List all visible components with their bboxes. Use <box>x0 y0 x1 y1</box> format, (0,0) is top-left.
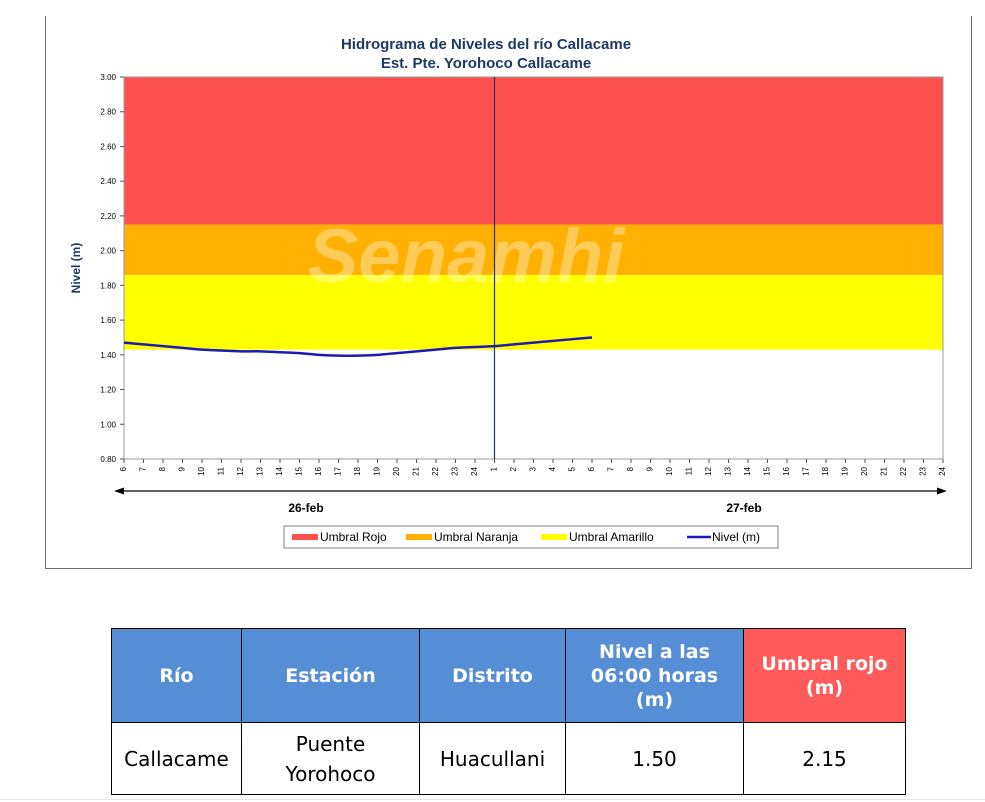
header-estacion: Estación <box>241 628 420 723</box>
x-tick-label-33: 15 <box>763 466 772 475</box>
x-tick-label-28: 10 <box>665 466 674 475</box>
x-tick-label-0: 6 <box>119 466 128 471</box>
y-tick-label-10: 2.80 <box>100 108 116 117</box>
y-axis-label: Nivel (m) <box>69 243 83 294</box>
cell-distrito: Huacullani <box>419 722 566 795</box>
threshold-band-2 <box>124 274 943 350</box>
x-tick-label-16: 22 <box>431 466 440 475</box>
table-header-row: Río Estación Distrito Nivel a las 06:00 … <box>111 628 906 723</box>
x-tick-label-9: 15 <box>295 466 304 475</box>
x-tick-label-31: 13 <box>724 466 733 475</box>
y-tick-label-8: 2.40 <box>100 177 116 186</box>
x-tick-label-36: 18 <box>821 466 830 475</box>
x-tick-label-1: 7 <box>139 466 148 471</box>
header-nivel: Nivel a las 06:00 horas (m) <box>565 628 744 723</box>
x-tick-label-18: 24 <box>470 466 479 475</box>
x-tick-label-21: 3 <box>529 466 538 471</box>
x-tick-label-12: 18 <box>353 466 362 475</box>
x-tick-label-37: 19 <box>841 466 850 475</box>
x-tick-label-17: 23 <box>451 466 460 475</box>
x-tick-label-29: 11 <box>685 466 694 475</box>
x-tick-label-40: 22 <box>899 466 908 475</box>
x-tick-label-20: 2 <box>509 466 518 471</box>
page-divider <box>0 799 985 800</box>
x-tick-label-19: 1 <box>490 466 499 471</box>
x-tick-label-25: 7 <box>607 466 616 471</box>
y-tick-label-11: 3.00 <box>100 73 116 82</box>
x-tick-label-14: 20 <box>392 466 401 475</box>
y-tick-label-0: 0.80 <box>100 455 116 464</box>
y-tick-label-5: 1.80 <box>100 281 116 290</box>
legend-label-0: Umbral Rojo <box>320 530 387 544</box>
threshold-band-1 <box>124 224 943 275</box>
x-tick-label-39: 21 <box>880 466 889 475</box>
station-level-table: Río Estación Distrito Nivel a las 06:00 … <box>111 628 906 795</box>
arrow-right-head <box>937 487 947 495</box>
x-tick-label-11: 17 <box>334 466 343 475</box>
x-tick-label-42: 24 <box>938 466 947 475</box>
hydrograph-svg: Hidrograma de Niveles del río Callacame E… <box>69 36 947 549</box>
x-tick-label-3: 9 <box>178 466 187 471</box>
chart-title: Hidrograma de Niveles del río Callacame <box>341 36 631 53</box>
x-tick-label-30: 12 <box>704 466 713 475</box>
legend-swatch-2 <box>541 534 567 540</box>
x-tick-label-7: 13 <box>256 466 265 475</box>
x-tick-label-38: 20 <box>860 466 869 475</box>
x-tick-label-8: 14 <box>275 466 284 475</box>
y-tick-label-4: 1.60 <box>100 316 116 325</box>
x-tick-label-34: 16 <box>782 466 791 475</box>
x-tick-label-35: 17 <box>802 466 811 475</box>
day-label-1: 27-feb <box>726 501 761 515</box>
legend-label-3: Nivel (m) <box>712 530 760 544</box>
x-tick-label-13: 19 <box>373 466 382 475</box>
legend-label-2: Umbral Amarillo <box>569 530 654 544</box>
x-tick-label-6: 12 <box>236 466 245 475</box>
x-tick-label-10: 16 <box>314 466 323 475</box>
y-tick-label-2: 1.20 <box>100 386 116 395</box>
x-tick-label-41: 23 <box>919 466 928 475</box>
x-tick-label-2: 8 <box>158 466 167 471</box>
y-tick-label-6: 2.00 <box>100 247 116 256</box>
threshold-band-0 <box>124 77 943 225</box>
x-tick-label-5: 11 <box>217 466 226 475</box>
x-tick-label-27: 9 <box>646 466 655 471</box>
watermark-text: Senamhi <box>308 214 627 299</box>
series-line-nivel <box>123 336 593 358</box>
x-tick-label-23: 5 <box>568 466 577 471</box>
y-tick-label-1: 1.00 <box>100 420 116 429</box>
x-tick-label-26: 8 <box>626 466 635 471</box>
x-tick-label-15: 21 <box>412 466 421 475</box>
x-tick-label-4: 10 <box>197 466 206 475</box>
cell-rio: Callacame <box>111 722 242 795</box>
cell-umbral-rojo: 2.15 <box>743 722 906 795</box>
x-tick-label-32: 14 <box>743 466 752 475</box>
table-row: Callacame Puente Yorohoco Huacullani 1.5… <box>111 722 906 795</box>
y-tick-label-7: 2.20 <box>100 212 116 221</box>
y-tick-label-9: 2.60 <box>100 142 116 151</box>
cell-nivel: 1.50 <box>565 722 744 795</box>
legend-swatch-0 <box>292 534 318 540</box>
legend-swatch-1 <box>406 534 432 540</box>
cell-estacion: Puente Yorohoco <box>241 722 420 795</box>
day-label-0: 26-feb <box>288 501 323 515</box>
x-tick-label-22: 4 <box>548 466 557 471</box>
y-tick-label-3: 1.40 <box>100 351 116 360</box>
header-distrito: Distrito <box>419 628 566 723</box>
chart-subtitle: Est. Pte. Yorohoco Callacame <box>381 55 591 72</box>
header-umbral-rojo: Umbral rojo (m) <box>743 628 906 723</box>
arrow-left-head <box>114 487 124 495</box>
legend-box <box>283 525 779 549</box>
legend-label-1: Umbral Naranja <box>434 530 518 544</box>
hydrograph-chart: Hidrograma de Niveles del río Callacame E… <box>45 16 972 569</box>
header-rio: Río <box>111 628 242 723</box>
x-tick-label-24: 6 <box>587 466 596 471</box>
